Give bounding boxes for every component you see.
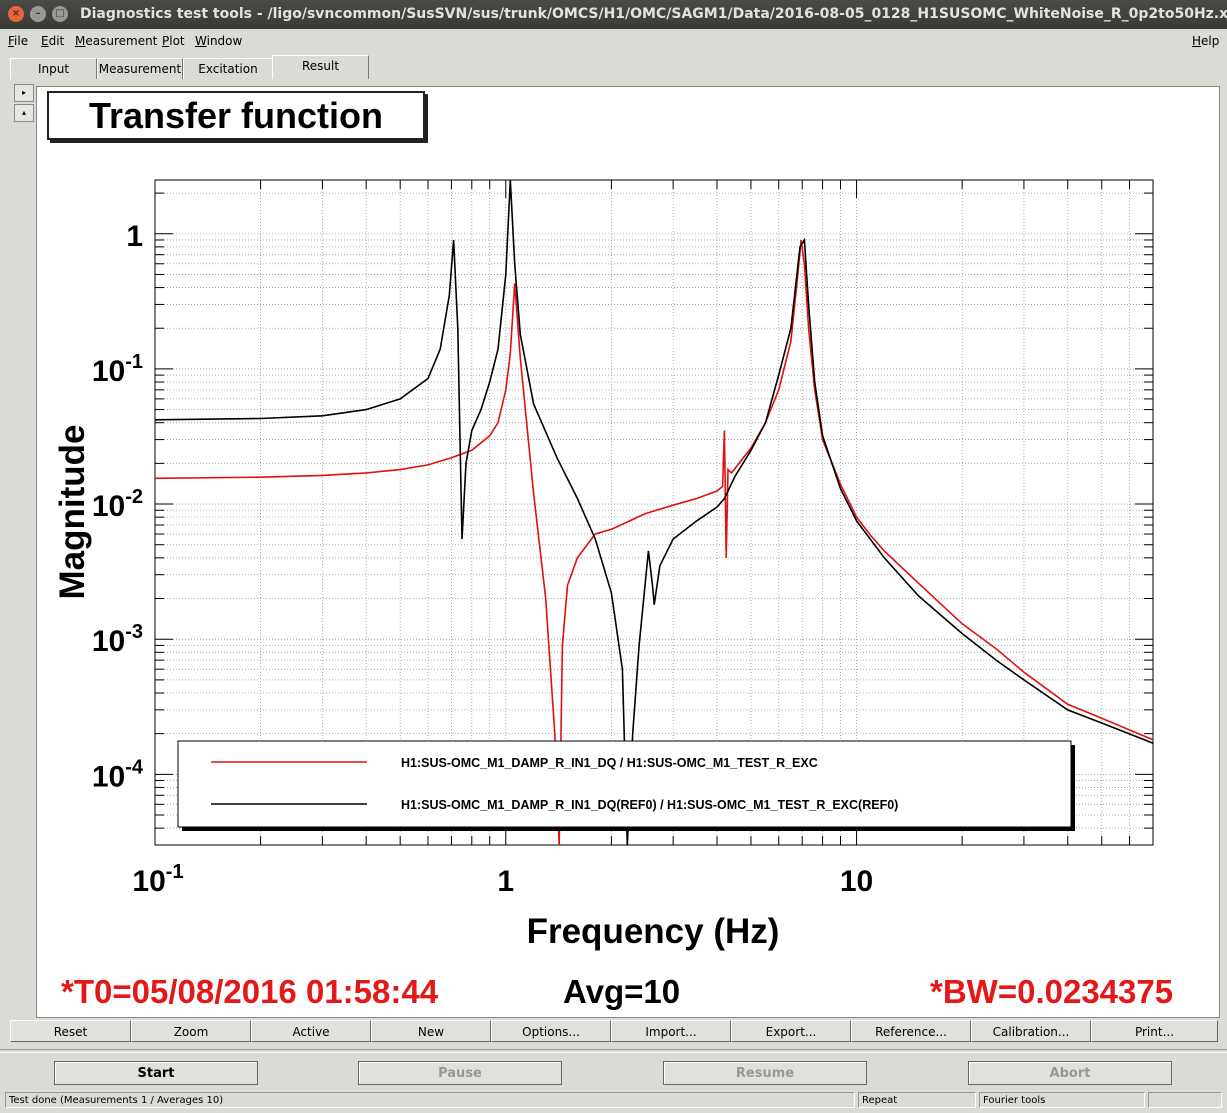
reference-button[interactable]: Reference... bbox=[851, 1020, 971, 1042]
status-tool: Fourier tools bbox=[979, 1092, 1145, 1108]
y-tick-label: 10-3 bbox=[92, 621, 143, 658]
new-button[interactable]: New bbox=[371, 1020, 491, 1042]
menu-file[interactable]: File bbox=[8, 34, 29, 48]
export-button[interactable]: Export... bbox=[731, 1020, 851, 1042]
reset-button[interactable]: Reset bbox=[10, 1020, 131, 1042]
tab-measurement[interactable]: Measurement bbox=[97, 58, 183, 79]
window-titlebar: × – □ Diagnostics test tools - /ligo/svn… bbox=[0, 0, 1227, 29]
plot-canvas[interactable] bbox=[36, 86, 1220, 1018]
start-button[interactable]: Start bbox=[54, 1061, 258, 1085]
y-tick-label: 10-4 bbox=[92, 756, 144, 793]
abort-button[interactable]: Abort bbox=[968, 1061, 1172, 1085]
active-button[interactable]: Active bbox=[251, 1020, 371, 1042]
tab-result[interactable]: Result bbox=[272, 55, 369, 79]
plot-series bbox=[155, 180, 1153, 845]
minimize-window-button[interactable]: – bbox=[30, 6, 46, 22]
status-mode: Repeat bbox=[858, 1092, 976, 1108]
statusbar: Test done (Measurements 1 / Averages 10)… bbox=[0, 1091, 1227, 1113]
tab-input[interactable]: Input bbox=[10, 58, 97, 79]
x-tick-label: 10-1 bbox=[132, 861, 183, 898]
zoom-button[interactable]: Zoom bbox=[131, 1020, 251, 1042]
legend-label: H1:SUS-OMC_M1_DAMP_R_IN1_DQ / H1:SUS-OMC… bbox=[401, 756, 818, 770]
options-button[interactable]: Options... bbox=[491, 1020, 611, 1042]
scroll-up-button[interactable]: ▴ bbox=[14, 104, 34, 122]
axis-ticks bbox=[154, 180, 1154, 846]
menu-help[interactable]: Help bbox=[1192, 34, 1220, 48]
resume-button[interactable]: Resume bbox=[663, 1061, 867, 1085]
print-button[interactable]: Print... bbox=[1091, 1020, 1218, 1042]
x-tick-label: 1 bbox=[497, 865, 514, 898]
separator bbox=[0, 1049, 1227, 1053]
y-tick-label: 10-1 bbox=[92, 351, 143, 388]
plot-frame bbox=[154, 179, 1154, 846]
y-tick-label: 10-2 bbox=[92, 486, 143, 523]
x-tick-label: 10 bbox=[840, 865, 873, 898]
legend-box bbox=[177, 740, 1072, 828]
status-extra bbox=[1148, 1092, 1222, 1108]
plot-title: Transfer function bbox=[47, 91, 425, 140]
menu-window[interactable]: Window bbox=[195, 34, 243, 48]
tick-labels: 10-1 1 10 1 10-1 10-2 10-3 10-4 bbox=[92, 220, 873, 898]
tab-excitation[interactable]: Excitation bbox=[183, 58, 273, 79]
tab-bar: Input Measurement Excitation Result bbox=[0, 55, 1227, 80]
menu-edit[interactable]: Edit bbox=[41, 34, 65, 48]
next-pad-button[interactable]: ▸ bbox=[14, 84, 34, 102]
y-tick-label: 1 bbox=[126, 220, 143, 253]
x-axis-label: Frequency (Hz) bbox=[527, 912, 780, 951]
pause-button[interactable]: Pause bbox=[358, 1061, 562, 1085]
close-window-button[interactable]: × bbox=[8, 6, 24, 22]
window-title: Diagnostics test tools - /ligo/svncommon… bbox=[80, 6, 1227, 22]
series-line-red bbox=[155, 239, 1153, 845]
status-message: Test done (Measurements 1 / Averages 10) bbox=[5, 1092, 855, 1108]
bw-readout: *BW=0.0234375 bbox=[930, 973, 1174, 1010]
plot-toolbar: Reset Zoom Active New Options... Import.… bbox=[10, 1020, 1218, 1044]
legend-label: H1:SUS-OMC_M1_DAMP_R_IN1_DQ(REF0) / H1:S… bbox=[401, 798, 898, 812]
menubar: File Edit Measurement Plot Window Help bbox=[0, 29, 1227, 53]
maximize-window-button[interactable]: □ bbox=[52, 6, 68, 22]
t0-readout: *T0=05/08/2016 01:58:44 bbox=[61, 973, 439, 1010]
import-button[interactable]: Import... bbox=[611, 1020, 731, 1042]
series-line-black bbox=[155, 180, 1153, 845]
legend: H1:SUS-OMC_M1_DAMP_R_IN1_DQ / H1:SUS-OMC… bbox=[177, 740, 1075, 831]
y-axis-label: Magnitude bbox=[53, 425, 92, 600]
menu-plot[interactable]: Plot bbox=[162, 34, 185, 48]
calibration-button[interactable]: Calibration... bbox=[971, 1020, 1091, 1042]
avg-readout: Avg=10 bbox=[563, 973, 681, 1010]
menu-measurement[interactable]: Measurement bbox=[75, 34, 158, 48]
